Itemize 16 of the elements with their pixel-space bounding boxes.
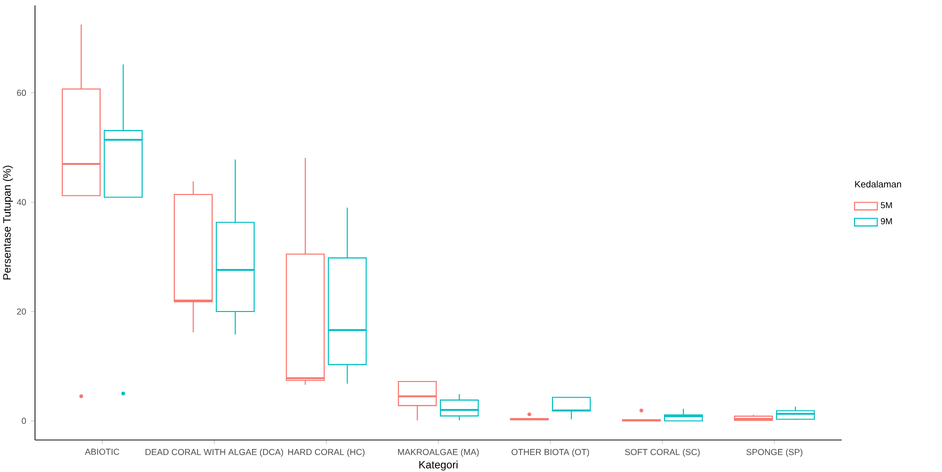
x-tick-label: DEAD CORAL WITH ALGAE (DCA) [146, 448, 284, 457]
y-axis-title: Persentase Tutupan (%) [2, 166, 13, 280]
y-tick-label: 40 [16, 199, 26, 206]
x-tick-label: HARD CORAL (HC) [288, 448, 364, 457]
legend-label: 9M [880, 218, 892, 224]
x-tick-label: MAKROALGAE (MA) [398, 448, 479, 457]
y-tick-label: 0 [22, 418, 26, 424]
y-tick-label: 20 [17, 308, 26, 315]
x-tick-label: SPONGE (SP) [746, 448, 802, 457]
x-tick-label: ABIOTIC [84, 448, 120, 455]
legend-title: Kedalaman [855, 180, 902, 188]
legend-label: 5M [880, 202, 892, 208]
x-tick-label: SOFT CORAL (SC) [625, 448, 700, 457]
x-axis-title: Kategori [419, 460, 458, 471]
x-tick-label: OTHER BIOTA (OT) [512, 448, 589, 457]
y-tick-label: 60 [17, 90, 26, 96]
